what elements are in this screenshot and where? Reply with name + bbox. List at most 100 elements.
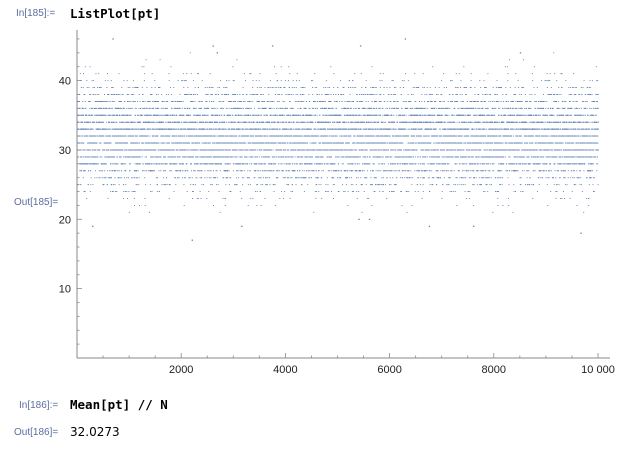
data-point xyxy=(224,94,226,95)
data-point xyxy=(282,149,284,151)
data-point xyxy=(100,170,102,172)
data-point xyxy=(94,163,96,165)
data-point xyxy=(153,128,155,130)
data-point xyxy=(320,101,322,102)
data-point xyxy=(165,142,167,144)
data-point xyxy=(118,177,120,179)
data-point xyxy=(177,142,179,144)
data-point xyxy=(196,135,198,137)
data-point xyxy=(151,101,153,102)
data-point xyxy=(228,170,230,172)
data-point xyxy=(195,121,197,123)
data-point xyxy=(327,191,329,192)
data-point xyxy=(135,87,137,88)
data-point xyxy=(138,184,140,186)
data-point xyxy=(253,170,255,172)
data-point xyxy=(220,121,222,123)
data-point xyxy=(318,163,320,165)
data-point xyxy=(150,94,151,95)
data-point xyxy=(208,191,210,192)
data-point xyxy=(218,135,220,137)
data-point xyxy=(234,128,236,130)
data-point xyxy=(226,142,228,144)
data-point xyxy=(292,107,294,109)
data-point xyxy=(320,142,322,144)
data-point xyxy=(131,177,133,179)
data-point xyxy=(255,135,257,137)
data-point xyxy=(281,191,283,192)
data-point xyxy=(84,101,86,102)
data-point xyxy=(295,163,297,165)
data-point xyxy=(144,107,146,109)
data-point xyxy=(192,94,194,95)
data-point xyxy=(113,114,115,116)
data-point xyxy=(227,114,229,116)
data-point xyxy=(98,128,100,130)
data-point xyxy=(135,142,137,144)
data-point xyxy=(87,121,89,123)
data-point xyxy=(290,149,292,151)
data-point xyxy=(104,114,106,116)
data-point xyxy=(236,149,238,151)
data-point xyxy=(109,107,111,109)
data-point xyxy=(213,177,215,179)
in-label-185: In[185]:= xyxy=(16,8,56,19)
data-point xyxy=(121,170,123,172)
data-point xyxy=(177,121,179,123)
data-point xyxy=(216,170,218,172)
data-point xyxy=(182,177,183,179)
data-point xyxy=(130,149,131,151)
data-point xyxy=(317,163,319,165)
data-point xyxy=(138,177,140,179)
data-point xyxy=(142,94,144,95)
data-point xyxy=(185,170,187,172)
data-point xyxy=(281,94,283,95)
data-point xyxy=(119,156,121,158)
data-point xyxy=(138,163,140,165)
data-point xyxy=(283,177,285,179)
data-point xyxy=(141,128,143,130)
data-point xyxy=(314,149,316,151)
data-point xyxy=(334,142,336,144)
data-point xyxy=(111,163,113,165)
data-point xyxy=(226,94,228,95)
data-point xyxy=(83,94,85,95)
data-point xyxy=(239,128,241,130)
data-point xyxy=(314,73,316,75)
data-point xyxy=(210,163,212,165)
data-point xyxy=(198,101,200,102)
data-point xyxy=(291,107,293,109)
data-point xyxy=(190,114,192,116)
data-point xyxy=(213,156,215,158)
data-point xyxy=(128,149,130,151)
data-point xyxy=(258,114,260,116)
data-point xyxy=(119,107,121,109)
data-point xyxy=(105,107,107,109)
data-point xyxy=(325,149,327,151)
data-point xyxy=(256,128,258,130)
input-code-185[interactable]: ListPlot[pt] xyxy=(70,6,161,21)
data-point xyxy=(259,149,261,151)
data-point xyxy=(143,135,145,137)
data-point xyxy=(245,149,247,151)
data-point xyxy=(122,121,124,123)
data-point xyxy=(185,128,187,130)
data-point xyxy=(294,101,296,102)
data-point xyxy=(149,142,151,144)
data-point xyxy=(206,94,208,95)
data-point xyxy=(272,128,274,130)
data-point xyxy=(218,156,219,158)
data-point xyxy=(138,149,139,151)
data-point xyxy=(313,142,315,144)
data-point xyxy=(127,87,129,88)
data-point xyxy=(107,80,109,82)
data-point xyxy=(217,114,218,116)
data-point xyxy=(204,128,206,130)
data-point xyxy=(297,94,299,95)
data-point xyxy=(335,107,337,109)
data-point xyxy=(133,94,135,95)
data-point xyxy=(195,184,197,186)
data-point xyxy=(220,128,221,130)
data-point xyxy=(278,107,280,109)
